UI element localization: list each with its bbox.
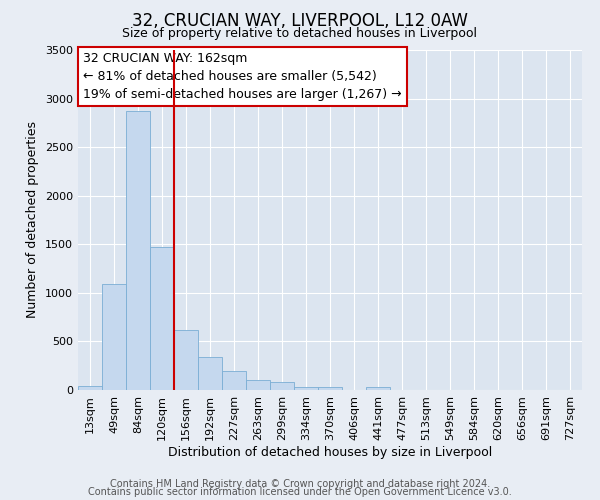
Bar xyxy=(174,330,198,390)
Text: 32 CRUCIAN WAY: 162sqm
← 81% of detached houses are smaller (5,542)
19% of semi-: 32 CRUCIAN WAY: 162sqm ← 81% of detached… xyxy=(83,52,401,100)
Bar xyxy=(78,386,102,390)
Bar xyxy=(318,387,342,390)
Bar xyxy=(294,386,318,390)
Bar xyxy=(246,380,270,390)
Bar xyxy=(198,357,222,390)
Text: Contains public sector information licensed under the Open Government Licence v3: Contains public sector information licen… xyxy=(88,487,512,497)
Text: Size of property relative to detached houses in Liverpool: Size of property relative to detached ho… xyxy=(122,28,478,40)
Bar xyxy=(102,284,126,390)
Bar xyxy=(126,111,150,390)
X-axis label: Distribution of detached houses by size in Liverpool: Distribution of detached houses by size … xyxy=(168,446,492,458)
Bar xyxy=(366,387,390,390)
Bar xyxy=(270,382,294,390)
Bar xyxy=(222,371,246,390)
Text: Contains HM Land Registry data © Crown copyright and database right 2024.: Contains HM Land Registry data © Crown c… xyxy=(110,479,490,489)
Y-axis label: Number of detached properties: Number of detached properties xyxy=(26,122,40,318)
Bar xyxy=(150,247,174,390)
Text: 32, CRUCIAN WAY, LIVERPOOL, L12 0AW: 32, CRUCIAN WAY, LIVERPOOL, L12 0AW xyxy=(132,12,468,30)
